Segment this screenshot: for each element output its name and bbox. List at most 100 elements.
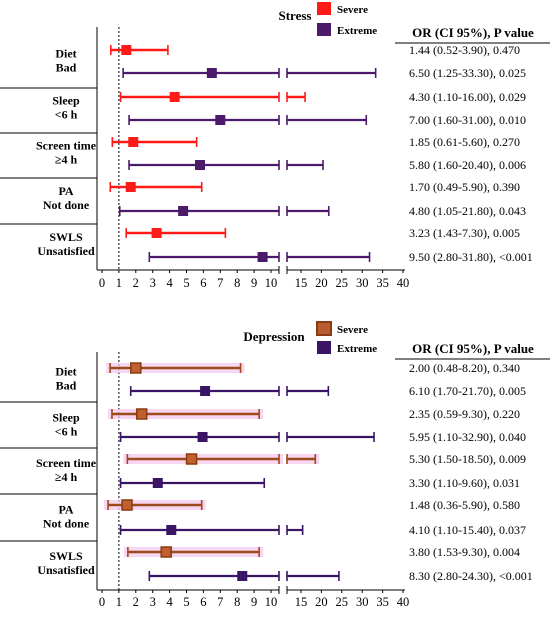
x-tick-label: 7 (217, 595, 223, 609)
forest-panel-stress: Stress Severe Extreme OR (CI 95%), P value 0… (0, 2, 550, 290)
or-point (197, 432, 208, 442)
legend-swatch (317, 341, 331, 354)
or-ci-p-text: 1.44 (0.52-3.90), 0.470 (409, 43, 520, 57)
x-tick-label: 4 (166, 595, 173, 609)
x-tick-label: 6 (200, 276, 206, 290)
or-point (135, 408, 148, 420)
x-tick-label: 0 (99, 276, 105, 290)
x-tick-label: 3 (150, 276, 156, 290)
or-point (206, 68, 217, 78)
x-tick-label: 10 (265, 595, 278, 609)
group-label-line1: Screen time (36, 456, 97, 470)
legend-label: Severe (337, 4, 368, 16)
legend-swatch (317, 2, 331, 15)
x-tick-label: 0 (99, 595, 105, 609)
or-point (178, 206, 189, 216)
table-header: OR (CI 95%), P value (412, 25, 534, 40)
group-label-line1: Sleep (52, 411, 80, 425)
or-ci-p-text: 3.80 (1.53-9.30), 0.004 (409, 545, 520, 559)
x-tick-label: 5 (183, 276, 189, 290)
or-ci-p-text: 4.80 (1.05-21.80), 0.043 (409, 204, 526, 218)
group-label-line1: Diet (55, 47, 76, 61)
or-point (166, 525, 177, 535)
group-label-line2: Bad (56, 61, 77, 75)
x-tick-label: 2 (133, 276, 139, 290)
or-ci-p-text: 6.50 (1.25-33.30), 0.025 (409, 66, 526, 80)
group-label-line2: Bad (56, 379, 77, 393)
or-point (152, 478, 163, 488)
or-ci-p-text: 4.30 (1.10-16.00), 0.029 (409, 90, 526, 104)
group-label-line2: ≥4 h (55, 153, 78, 167)
or-ci-p-text: 3.23 (1.43-7.30), 0.005 (409, 226, 520, 240)
or-point (130, 362, 142, 374)
x-tick-label: 15 (295, 595, 308, 609)
group-label-line1: SWLS (49, 230, 83, 244)
x-tick-label: 30 (356, 276, 369, 290)
x-tick-label: 9 (251, 595, 257, 609)
group-label-line2: Not done (43, 198, 90, 212)
x-tick-label: 30 (356, 595, 369, 609)
panel-title: Stress (279, 8, 312, 23)
or-point (121, 45, 132, 55)
legend-swatch (316, 321, 332, 336)
group-label-line2: ≥4 h (55, 470, 78, 484)
or-point (257, 252, 268, 262)
x-tick-label: 2 (133, 595, 139, 609)
or-ci-p-text: 5.30 (1.50-18.50), 0.009 (409, 452, 526, 466)
group-label-line1: Screen time (36, 139, 97, 153)
or-point (160, 546, 172, 558)
or-ci-p-text: 9.50 (2.80-31.80), <0.001 (409, 250, 533, 264)
group-label-line1: Diet (55, 365, 76, 379)
legend-label: Extreme (337, 343, 377, 355)
or-point (215, 115, 226, 125)
x-tick-label: 4 (166, 276, 173, 290)
x-tick-label: 15 (295, 276, 308, 290)
or-ci-p-text: 6.10 (1.70-21.70), 0.005 (409, 384, 526, 398)
or-point (125, 182, 136, 192)
or-ci-p-text: 5.80 (1.60-20.40), 0.006 (409, 158, 526, 172)
x-tick-label: 35 (376, 595, 389, 609)
x-tick-label: 7 (217, 276, 223, 290)
x-tick-label: 40 (397, 276, 410, 290)
x-tick-label: 3 (150, 595, 156, 609)
x-tick-label: 20 (315, 276, 328, 290)
x-tick-label: 1 (116, 276, 122, 290)
group-label-line2: Not done (43, 517, 90, 531)
or-ci-p-text: 7.00 (1.60-31.00), 0.010 (409, 113, 526, 127)
x-tick-label: 6 (200, 595, 206, 609)
group-label-line1: PA (58, 184, 73, 198)
or-ci-p-text: 1.70 (0.49-5.90), 0.390 (409, 180, 520, 194)
or-point (200, 386, 211, 396)
panel-title: Depression (243, 329, 305, 344)
x-tick-label: 40 (397, 595, 410, 609)
x-tick-label: 9 (251, 276, 257, 290)
or-ci-p-text: 2.35 (0.59-9.30), 0.220 (409, 407, 520, 421)
group-label-line1: Sleep (52, 94, 80, 108)
x-tick-label: 5 (183, 595, 189, 609)
x-tick-label: 25 (336, 595, 349, 609)
x-tick-label: 8 (234, 595, 240, 609)
or-point (128, 137, 139, 147)
table-header: OR (CI 95%), P value (412, 341, 534, 356)
x-tick-label: 8 (234, 276, 240, 290)
group-label-line1: PA (58, 503, 73, 517)
or-ci-p-text: 5.95 (1.10-32.90), 0.040 (409, 430, 526, 444)
x-tick-label: 10 (265, 276, 278, 290)
legend-label: Severe (337, 324, 368, 336)
group-label-line2: Unsatisfied (37, 563, 95, 577)
or-point (121, 499, 133, 511)
or-ci-p-text: 2.00 (0.48-8.20), 0.340 (409, 361, 520, 375)
x-tick-label: 35 (376, 276, 389, 290)
or-point (185, 453, 198, 465)
group-label-line2: <6 h (55, 425, 78, 439)
or-ci-p-text: 3.30 (1.10-9.60), 0.031 (409, 476, 520, 490)
x-tick-label: 20 (315, 595, 328, 609)
or-point (169, 92, 180, 102)
forest-panel-depression: Depression Severe Extreme OR (CI 95%), P va… (0, 321, 550, 609)
legend-label: Extreme (337, 25, 377, 37)
or-ci-p-text: 8.30 (2.80-24.30), <0.001 (409, 569, 533, 583)
or-point (237, 571, 248, 581)
or-point (195, 160, 206, 170)
group-label-line1: SWLS (49, 549, 83, 563)
